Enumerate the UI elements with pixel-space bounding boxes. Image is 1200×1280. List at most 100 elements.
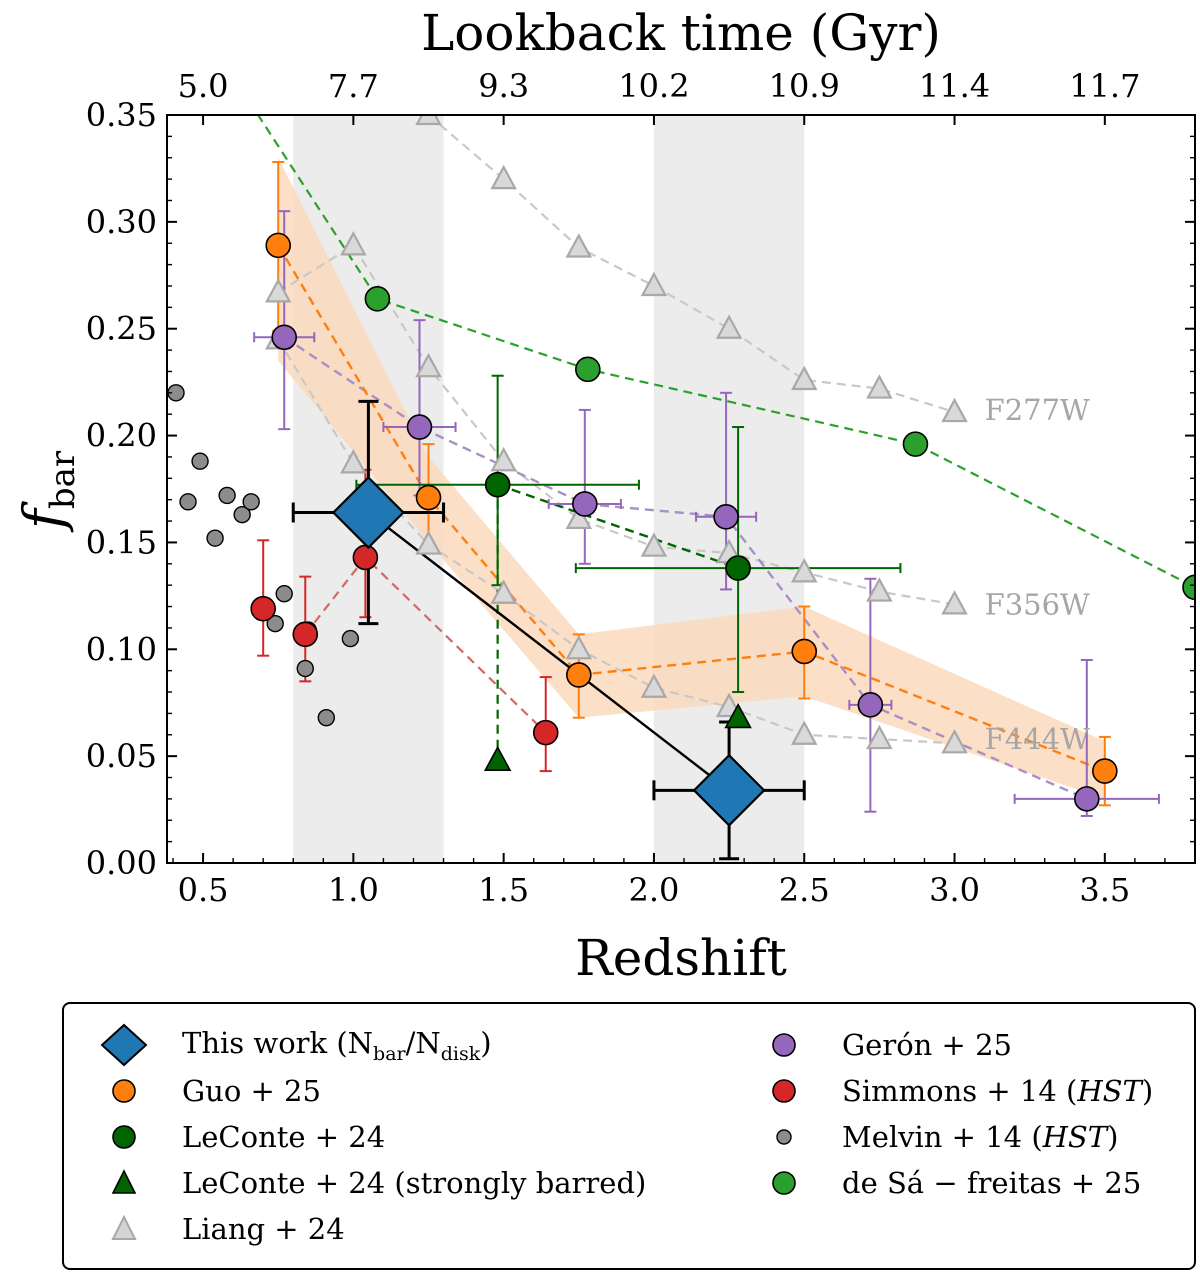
legend-label-geron: Gerón + 25 [842,1028,1012,1062]
leconte-strong-point-1 [724,702,752,729]
liang-2-point-5 [640,673,668,698]
melvin-point-8 [275,585,293,603]
guo-point-1 [415,484,442,511]
liang-0-point-6 [866,374,893,399]
liang-1-point-3 [490,446,517,472]
liang-line-0 [427,115,955,414]
legend: This work (Nbar/Ndisk) Guo + 25 LeConte … [62,1002,1196,1270]
x-tick-label-2: 1.5 [478,871,529,909]
top-tick-label-2: 9.3 [478,67,529,105]
top-tick-label-1: 7.7 [328,67,379,105]
liang-1-point-9 [941,590,968,615]
legend-item-leconte-strong: LeConte + 24 (strongly barred) [84,1160,646,1206]
liang-2-point-2 [415,530,442,555]
liang-1-point-4 [565,504,593,530]
annotation-f356w: F356W [985,587,1090,621]
annotation-f277w: F277W [985,393,1090,427]
guo-uncertainty-band [278,157,1105,799]
y-tick-label-7: 0.35 [86,96,157,134]
legend-marker-this-work [100,1023,148,1067]
legend-column-right: Gerón + 25 Simmons + 14 (HST) Melvin + 1… [744,1022,1153,1206]
liang-2-point-9 [941,729,968,754]
legend-marker-desa [772,1171,796,1195]
geron-line [283,336,1088,800]
svg-text:fbar: fbar [12,450,83,533]
legend-item-simmons: Simmons + 14 (HST) [744,1068,1153,1114]
y-tick-label-5: 0.25 [86,310,157,348]
plot-frame [166,114,1196,864]
guo-point-2 [566,662,592,688]
x-tick-label-4: 2.5 [779,871,830,909]
liang-2-point-3 [490,579,517,604]
melvin-point-2 [191,452,209,470]
melvin-point-1 [179,493,197,511]
legend-marker-liang [111,1214,137,1240]
liang-1-point-8 [866,577,893,602]
leconte-point-1 [725,555,751,581]
geron-point-4 [857,692,884,718]
annotation-f444w: F444W [985,722,1090,756]
liang-0-point-5 [790,365,818,391]
legend-marker-leconte [112,1125,136,1149]
melvin-point-5 [233,505,251,524]
simmons-point-0 [250,595,276,622]
melvin-point-4 [218,486,236,505]
legend-item-this-work: This work (Nbar/Ndisk) [84,1022,646,1068]
legend-label-liang: Liang + 24 [182,1212,345,1246]
liang-0-point-4 [715,314,743,339]
legend-item-desa: de Sá − freitas + 25 [744,1160,1153,1206]
y-tick-label-0: 0.00 [86,844,157,882]
legend-label-melvin: Melvin + 14 (HST) [842,1120,1119,1154]
top-tick-label-4: 10.9 [769,67,840,105]
simmons-point-2 [352,544,379,571]
plot-area [167,115,1195,861]
legend-marker-guo [112,1079,136,1103]
liang-0-point-1 [490,164,517,190]
legend-column-left: This work (Nbar/Ndisk) Guo + 25 LeConte … [84,1022,646,1252]
geron-point-5 [1073,786,1100,812]
y-tick-label-3: 0.15 [86,523,157,561]
liang-1-point-2 [415,352,442,378]
legend-item-guo: Guo + 25 [84,1068,646,1114]
desa-point-1 [364,285,391,312]
liang-0-point-0 [415,115,442,126]
legend-label-this-work: This work (Nbar/Ndisk) [182,1025,492,1065]
x-tick-label-1: 1.0 [328,871,379,909]
desa-point-2 [575,356,601,383]
melvin-point-9 [296,659,314,678]
y-tick-label-1: 0.05 [86,737,157,775]
melvin-point-12 [341,629,360,648]
melvin-point-7 [266,614,284,633]
leconte-point-0 [484,471,511,498]
top-tick-label-3: 10.2 [618,67,689,105]
guo-band [278,157,1105,799]
melvin-point-3 [206,529,224,547]
geron-point-2 [572,491,598,517]
liang-0-point-7 [941,397,968,423]
top-tick-label-0: 5.0 [178,67,229,105]
x-axis-label: Redshift [575,929,787,987]
filter-annotations: F277W F356W F444W [985,393,1090,756]
y-axis-label: fbar [12,450,83,533]
this-work-point-0 [331,475,405,550]
legend-label-leconte-strong: LeConte + 24 (strongly barred) [182,1166,647,1200]
liang-1-point-0 [264,278,292,303]
liang-0-point-2 [565,233,593,258]
desa-point-3 [902,431,929,457]
liang-2-point-4 [565,634,593,660]
leconte-line [497,483,739,570]
legend-label-leconte: LeConte + 24 [182,1120,386,1154]
legend-label-desa: de Sá − freitas + 25 [842,1166,1142,1200]
legend-marker-leconte-strong [111,1169,137,1194]
liang-0-point-3 [640,271,668,297]
legend-marker-geron [772,1033,796,1057]
x-tick-label-0: 0.5 [178,871,229,909]
legend-marker-simmons [772,1079,796,1103]
top-tick-label-6: 11.7 [1069,67,1140,105]
melvin-point-6 [242,493,260,511]
liang-1-point-5 [640,532,668,557]
this-work-line [367,511,730,792]
y-tick-label-4: 0.20 [86,417,157,455]
top-tick-label-5: 11.4 [919,67,990,105]
